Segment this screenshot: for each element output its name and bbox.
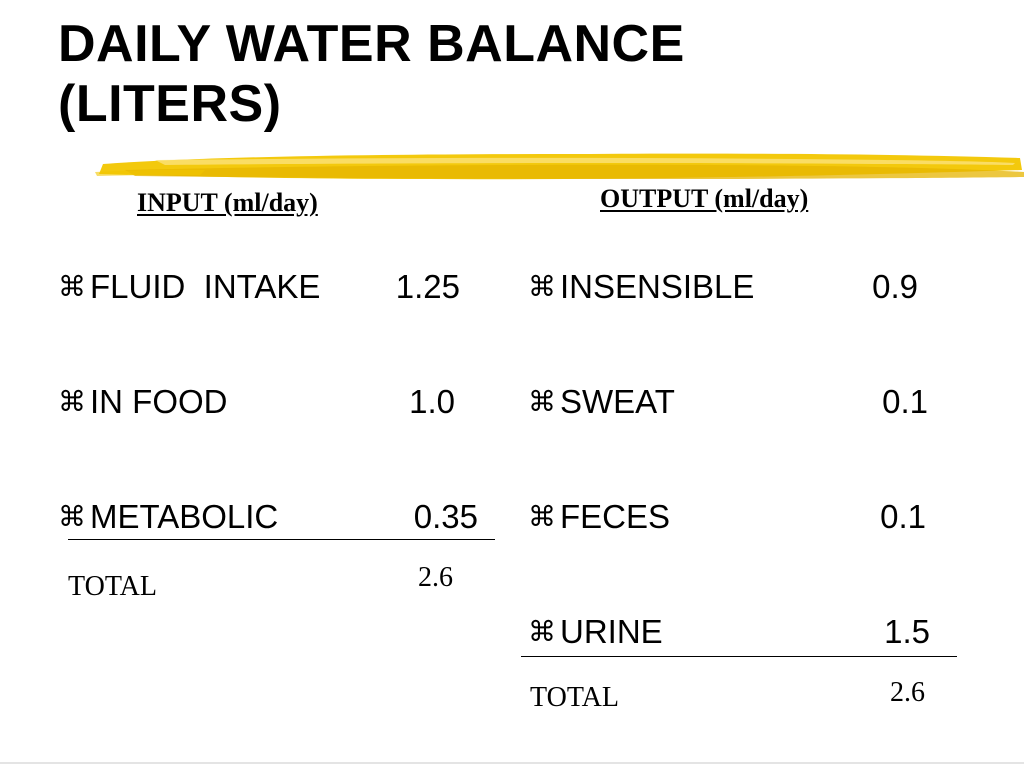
command-bullet-icon: ⌘ <box>528 616 556 647</box>
slide-footer-divider <box>0 762 1024 764</box>
output-item-label: SWEAT <box>560 383 675 420</box>
output-item-value: 0.1 <box>880 498 926 535</box>
input-total-rule <box>68 539 495 540</box>
input-total-label: TOTAL <box>68 571 158 602</box>
command-bullet-icon: ⌘ <box>58 501 86 532</box>
output-column-header: OUTPUT (ml/day) <box>600 184 809 213</box>
command-bullet-icon: ⌘ <box>58 386 86 417</box>
input-item-label: METABOLIC <box>90 498 279 535</box>
output-item-urine: ⌘ URINE 1.5 <box>528 612 948 652</box>
input-item-value: 1.0 <box>409 383 455 420</box>
output-item-label: FECES <box>560 498 671 535</box>
output-item-sweat: ⌘ SWEAT 0.1 <box>528 382 948 422</box>
slide-title-line1: DAILY WATER BALANCE <box>58 15 685 73</box>
input-item-label: FLUID INTAKE <box>90 268 321 305</box>
input-column-header: INPUT (ml/day) <box>137 188 318 217</box>
input-item-label: IN FOOD <box>90 383 228 420</box>
output-item-label: URINE <box>560 613 663 650</box>
input-item-value: 1.25 <box>395 268 460 305</box>
output-item-value: 0.9 <box>872 268 918 305</box>
output-item-value: 0.1 <box>882 383 928 420</box>
input-item-value: 0.35 <box>413 498 478 535</box>
output-total-value: 2.6 <box>890 677 925 708</box>
command-bullet-icon: ⌘ <box>528 386 556 417</box>
output-total-rule <box>521 656 957 657</box>
output-item-value: 1.5 <box>884 613 930 650</box>
slide-title-line2: (LITERS) <box>58 75 282 133</box>
input-total-value: 2.6 <box>418 562 453 593</box>
output-item-label: INSENSIBLE <box>560 268 755 305</box>
yellow-brush-stroke <box>95 153 1024 180</box>
input-item-metabolic: ⌘ METABOLIC 0.35 <box>58 497 498 537</box>
command-bullet-icon: ⌘ <box>528 271 556 302</box>
command-bullet-icon: ⌘ <box>528 501 556 532</box>
output-item-feces: ⌘ FECES 0.1 <box>528 497 948 537</box>
output-item-insensible: ⌘ INSENSIBLE 0.9 <box>528 267 948 307</box>
input-item-fluid-intake: ⌘ FLUID INTAKE 1.25 <box>58 267 498 307</box>
input-item-in-food: ⌘ IN FOOD 1.0 <box>58 382 498 422</box>
output-total-label: TOTAL <box>530 682 620 713</box>
slide-title: DAILY WATER BALANCE (LITERS) <box>58 14 685 134</box>
command-bullet-icon: ⌘ <box>58 271 86 302</box>
